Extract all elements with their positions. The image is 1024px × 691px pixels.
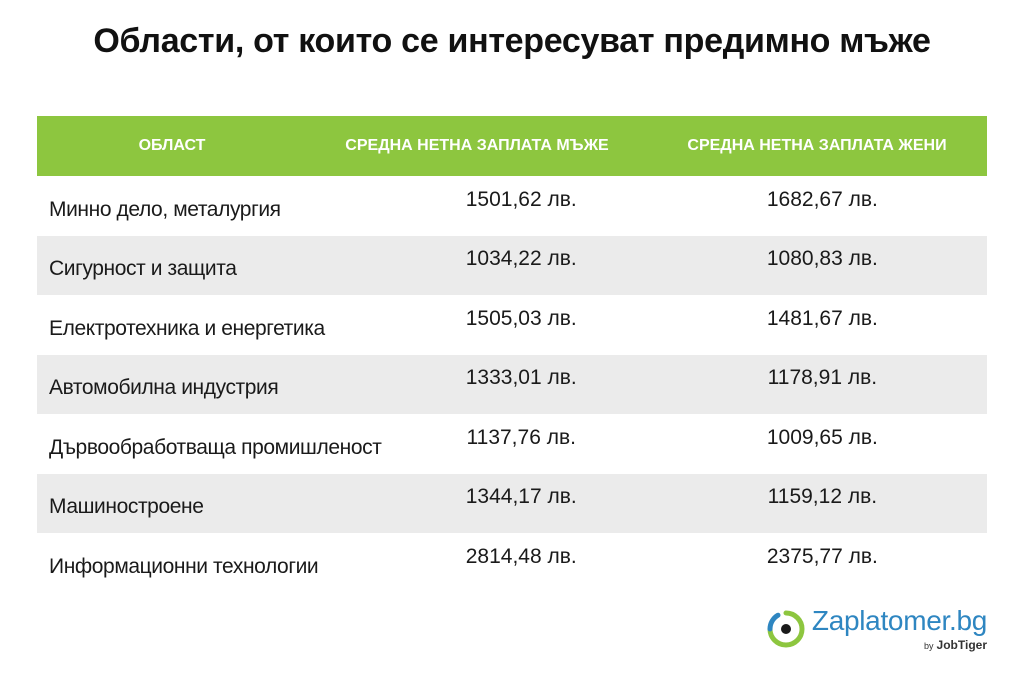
row-men-salary: 1333,01 лв. [465,366,577,390]
row-men-salary: 1034,22 лв. [465,247,577,271]
zaplatomer-logo[interactable]: Zaplatomer.bg by JobTiger [766,606,987,652]
row-area: Електротехника и енергетика [49,316,325,340]
table-row: Информационни технологии 2814,48 лв. 237… [37,533,987,593]
row-area: Автомобилна индустрия [49,376,279,400]
table-row: Електротехника и енергетика 1505,03 лв. … [37,295,987,355]
header-women: Средна нетна заплата жени [687,137,947,154]
row-men-salary: 1344,17 лв. [465,485,577,509]
row-women-salary: 1682,67 лв. [766,187,878,211]
row-women-salary: 2375,77 лв. [766,544,878,568]
table-row: Минно дело, металургия 1501,62 лв. 1682,… [37,176,987,236]
row-men-salary: 2814,48 лв. [465,544,577,568]
row-men-salary: 1137,76 лв. [466,425,576,449]
row-men-salary: 1501,62 лв. [465,187,577,211]
zaplatomer-logo-icon [767,610,805,648]
salary-table: Област Средна нетна заплата мъже Средна … [37,116,987,593]
header-men: Средна нетна заплата мъже [345,137,609,154]
row-women-salary: 1009,65 лв. [766,425,878,449]
row-area: Машиностроене [49,495,204,519]
table-row: Автомобилна индустрия 1333,01 лв. 1178,9… [37,354,987,414]
row-women-salary: 1178,91 лв. [767,366,878,390]
logo-brand: JobTiger [936,638,987,652]
row-area: Сигурност и защита [49,257,237,281]
table-header: Област Средна нетна заплата мъже Средна … [37,116,987,176]
table-row: Сигурност и защита 1034,22 лв. 1080,83 л… [37,235,987,295]
logo-byline: by JobTiger [924,638,987,652]
table-row: Дървообработваща промишленост 1137,76 лв… [37,414,987,474]
table-row: Машиностроене 1344,17 лв. 1159,12 лв. [37,473,987,533]
row-area: Информационни технологии [49,554,319,578]
row-women-salary: 1080,83 лв. [766,247,878,271]
row-women-salary: 1481,67 лв. [766,306,878,330]
row-men-salary: 1505,03 лв. [465,306,577,330]
header-area: Област [138,137,206,154]
row-women-salary: 1159,12 лв. [767,485,878,509]
logo-by-text: by [924,641,934,651]
row-area: Дървообработваща промишленост [49,435,382,459]
page-title: Области, от които се интересуват предимн… [93,22,931,60]
row-area: Минно дело, металургия [49,197,281,221]
logo-name: Zaplatomer.bg [811,605,987,636]
